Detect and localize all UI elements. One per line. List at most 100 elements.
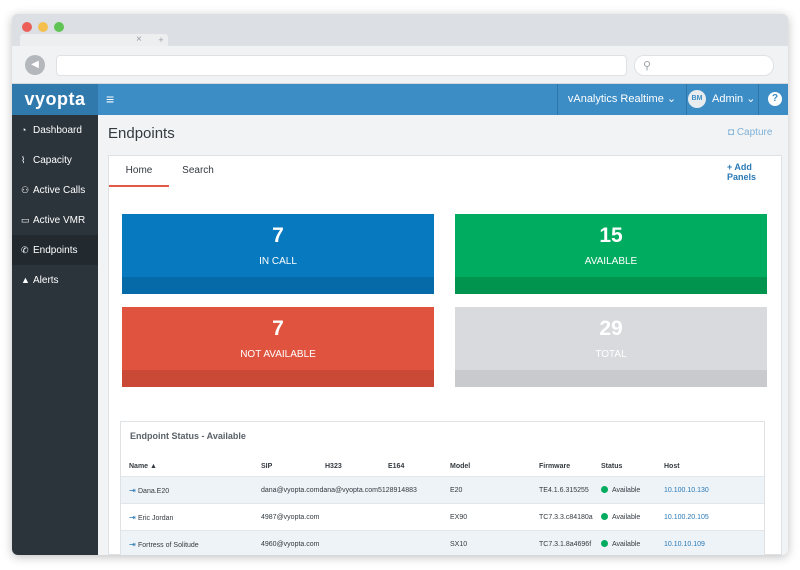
- tile-label: AVAILABLE: [584, 256, 638, 267]
- url-input[interactable]: [56, 55, 627, 76]
- menu-icon[interactable]: ≡: [106, 91, 115, 107]
- main-content: Endpoints ◘ Capture Home Search + Add Pa…: [98, 115, 788, 555]
- sidebar-item-label: Active Calls: [33, 185, 86, 196]
- users-icon: ⚇: [21, 185, 30, 195]
- sign-in-icon: ⇥: [129, 486, 136, 495]
- column-header-status[interactable]: Status: [601, 463, 623, 470]
- chart-icon: ⌇: [21, 155, 26, 165]
- name-cell: ⇥ Dana.E20: [129, 477, 169, 505]
- user-menu[interactable]: Admin ⌄: [712, 84, 755, 115]
- host-link[interactable]: 10.10.10.109: [664, 541, 705, 548]
- tile-in-call[interactable]: 7 IN CALL: [122, 214, 434, 294]
- host-link[interactable]: 10.100.20.105: [664, 514, 709, 521]
- monitor-icon: ▭: [21, 215, 30, 225]
- nav-divider: [557, 84, 558, 115]
- realtime-dropdown[interactable]: vAnalytics Realtime ⌄: [558, 84, 686, 115]
- browser-titlebar: × +: [12, 14, 788, 46]
- warning-icon: ▲: [21, 275, 30, 285]
- status-dot-icon: [601, 513, 608, 520]
- endpoint-status-table: Endpoint Status - Available Name ▲ SIP H…: [120, 421, 765, 555]
- page-title: Endpoints: [108, 125, 175, 142]
- avatar[interactable]: BM: [688, 90, 706, 108]
- minimize-window-button[interactable]: [38, 22, 48, 32]
- table-row[interactable]: ⇥ Fortress of Solitude 4960@vyopta.com SX…: [121, 530, 764, 555]
- phone-icon: ✆: [21, 245, 29, 255]
- sidebar-item-alerts[interactable]: ▲ Alerts: [12, 265, 98, 295]
- chevron-down-icon: ⌄: [746, 93, 756, 105]
- tile-label: TOTAL: [595, 349, 627, 360]
- sidebar-item-label: Active VMR: [33, 215, 86, 226]
- tab-close-icon[interactable]: ×: [136, 34, 142, 45]
- sidebar-item-dashboard[interactable]: ◔ Dashboard: [12, 115, 98, 145]
- search-icon: ⚲: [643, 60, 652, 72]
- new-tab-button[interactable]: +: [154, 34, 168, 46]
- firmware-cell: TC7.3.1.8a4696f: [539, 541, 592, 548]
- chevron-down-icon: ⌄: [666, 93, 677, 105]
- sign-in-icon: ⇥: [129, 540, 136, 549]
- status-text: Available: [612, 514, 641, 521]
- browser-toolbar: ◀ ⚲: [12, 46, 788, 84]
- tab-search[interactable]: Search: [182, 165, 214, 176]
- status-dot-icon: [601, 486, 608, 493]
- tile-footer: [122, 277, 434, 294]
- model-cell: E20: [450, 487, 463, 494]
- column-header-e164[interactable]: E164: [388, 463, 405, 470]
- top-navbar: vyopta ≡ vAnalytics Realtime ⌄ BM Admin …: [12, 84, 788, 115]
- browser-tab[interactable]: [20, 34, 158, 46]
- vyopta-logo[interactable]: vyopta: [12, 84, 98, 115]
- sidebar-item-label: Dashboard: [33, 125, 82, 136]
- sidebar-item-label: Alerts: [33, 275, 59, 286]
- capture-button[interactable]: ◘ Capture: [728, 127, 772, 138]
- nav-divider: [686, 84, 687, 115]
- camera-icon: ◘: [728, 127, 735, 138]
- tile-label: NOT AVAILABLE: [240, 349, 316, 360]
- endpoint-name: Fortress of Solitude: [138, 542, 199, 549]
- sip-cell: 4987@vyopta.com: [261, 514, 320, 521]
- status-cell: Available: [601, 504, 640, 531]
- tile-value: 7: [272, 317, 284, 340]
- nav-divider: [758, 84, 759, 115]
- tab-home[interactable]: Home: [109, 156, 169, 187]
- table-row[interactable]: ⇥ Dana.E20 dana@vyopta.comdana@vyopta.com…: [121, 476, 764, 503]
- endpoint-name: Eric Jordan: [138, 515, 174, 522]
- tile-not-available[interactable]: 7 NOT AVAILABLE: [122, 307, 434, 387]
- column-header-name[interactable]: Name ▲: [129, 463, 157, 470]
- model-cell: EX90: [450, 514, 468, 521]
- table-row[interactable]: ⇥ Eric Jordan 4987@vyopta.com EX90 TC7.3.…: [121, 503, 764, 530]
- maximize-window-button[interactable]: [54, 22, 64, 32]
- realtime-label: vAnalytics Realtime: [567, 93, 664, 105]
- firmware-cell: TE4.1.6.315255: [539, 487, 589, 494]
- tile-value: 7: [272, 224, 284, 247]
- column-header-model[interactable]: Model: [450, 463, 471, 470]
- table-title: Endpoint Status - Available: [130, 431, 246, 441]
- tile-value: 15: [599, 224, 623, 247]
- model-cell: SX10: [450, 541, 468, 548]
- status-text: Available: [612, 541, 641, 548]
- browser-search-input[interactable]: ⚲: [634, 55, 774, 76]
- name-cell: ⇥ Eric Jordan: [129, 504, 173, 532]
- column-header-host[interactable]: Host: [664, 463, 680, 470]
- sidebar-item-capacity[interactable]: ⌇ Capacity: [12, 145, 98, 175]
- tile-label: IN CALL: [259, 256, 297, 267]
- sidebar-item-endpoints[interactable]: ✆ Endpoints: [12, 235, 98, 265]
- sidebar-item-active-vmr[interactable]: ▭ Active VMR: [12, 205, 98, 235]
- tile-available[interactable]: 15 AVAILABLE: [455, 214, 767, 294]
- tile-total[interactable]: 29 TOTAL: [455, 307, 767, 387]
- tile-footer: [122, 370, 434, 387]
- firmware-cell: TC7.3.3.c84180a: [539, 514, 593, 521]
- dashboard-panel: Home Search + Add Panels 7 IN CALL 15 AV…: [108, 155, 782, 555]
- back-button[interactable]: ◀: [25, 55, 45, 75]
- column-header-firmware[interactable]: Firmware: [539, 463, 571, 470]
- tile-footer: [455, 277, 767, 294]
- sidebar-item-label: Endpoints: [33, 245, 78, 256]
- column-header-h323[interactable]: H323: [325, 463, 342, 470]
- close-window-button[interactable]: [22, 22, 32, 32]
- help-icon[interactable]: ?: [768, 92, 782, 106]
- host-link[interactable]: 10.100.10.130: [664, 487, 709, 494]
- add-panels-button[interactable]: + Add Panels: [727, 162, 757, 182]
- tile-footer: [455, 370, 767, 387]
- status-dot-icon: [601, 540, 608, 547]
- user-label: Admin: [712, 93, 744, 105]
- column-header-sip[interactable]: SIP: [261, 463, 273, 470]
- sidebar-item-active-calls[interactable]: ⚇ Active Calls: [12, 175, 98, 205]
